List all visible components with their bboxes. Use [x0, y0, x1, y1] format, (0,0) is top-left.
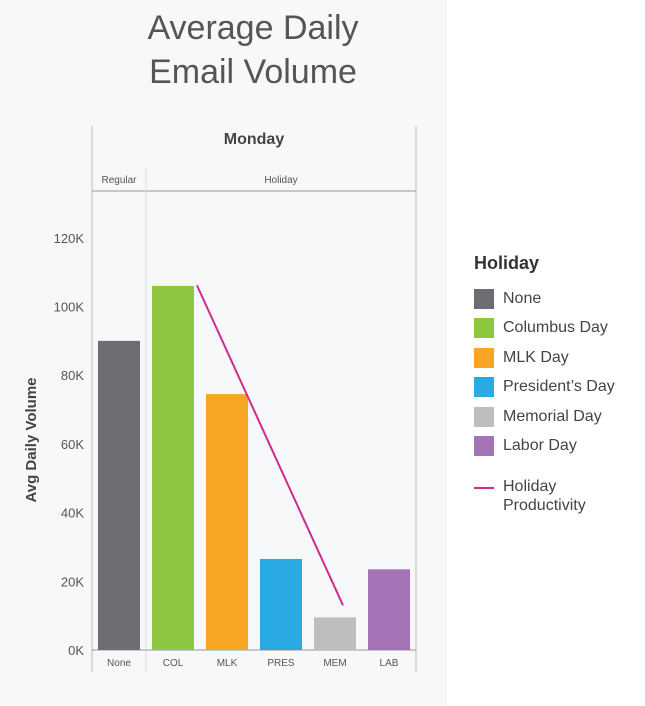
- y-tick-label: 0K: [68, 643, 84, 658]
- bar-lab: [368, 569, 410, 650]
- legend-swatch: [474, 318, 494, 339]
- y-axis-label: Avg Daily Volume: [23, 377, 40, 502]
- legend-line-swatch: [474, 487, 494, 489]
- group-label: Regular: [101, 175, 137, 186]
- legend-swatch: [474, 377, 494, 398]
- legend-label: MLK Day: [503, 348, 569, 366]
- holiday-productivity-line: [196, 284, 344, 606]
- x-tick-label: None: [107, 658, 131, 669]
- legend-label: Memorial Day: [503, 407, 602, 425]
- bar-none: [98, 340, 140, 650]
- y-tick-label: 20K: [61, 574, 84, 589]
- legend-item: MLK Day: [474, 343, 645, 373]
- legend-swatch: [474, 347, 494, 368]
- y-tick-label: 60K: [61, 437, 84, 452]
- bar-pres: [260, 558, 302, 650]
- legend-item: Memorial Day: [474, 402, 645, 432]
- chart-title-line-2: Email Volume: [149, 53, 357, 91]
- legend-label: Labor Day: [503, 437, 577, 455]
- legend-swatch: [474, 436, 494, 457]
- legend-item: President’s Day: [474, 373, 645, 403]
- bar-mlk: [206, 394, 248, 650]
- legend-item: None: [474, 284, 645, 314]
- chart-title: Average Daily Email Volume: [0, 6, 506, 94]
- legend: Holiday None Columbus Day MLK Day President…: [474, 252, 645, 515]
- legend-title: Holiday: [474, 253, 540, 273]
- legend-swatch: [474, 406, 494, 427]
- legend-swatch: [474, 288, 494, 309]
- panel-header-monday: Monday: [224, 131, 285, 148]
- y-tick-label: 100K: [54, 300, 85, 315]
- group-label: Holiday: [264, 175, 297, 186]
- legend-label: Columbus Day: [503, 319, 608, 337]
- y-tick-label: 120K: [54, 231, 85, 246]
- y-tick-label: 40K: [61, 506, 84, 521]
- x-tick-label: MLK: [217, 658, 238, 669]
- bar-mem: [314, 617, 356, 650]
- legend-label: None: [503, 289, 542, 307]
- legend-label: President’s Day: [503, 378, 615, 396]
- legend-item: Columbus Day: [474, 314, 645, 344]
- bar-col: [152, 285, 194, 650]
- chart-title-line-1: Average Daily: [147, 9, 359, 47]
- legend-line-label: Holiday Productivity: [503, 477, 623, 515]
- x-tick-label: MEM: [323, 658, 346, 669]
- legend-line-label-1: Holiday: [503, 478, 557, 495]
- y-tick-label: 80K: [61, 368, 84, 383]
- x-tick-label: PRES: [267, 658, 295, 669]
- legend-item: Labor Day: [474, 432, 645, 462]
- legend-line-label-2: Productivity: [503, 497, 586, 514]
- legend-item-holiday-productivity: Holiday Productivity: [474, 477, 645, 515]
- x-tick-label: LAB: [380, 658, 399, 669]
- x-tick-label: COL: [163, 658, 184, 669]
